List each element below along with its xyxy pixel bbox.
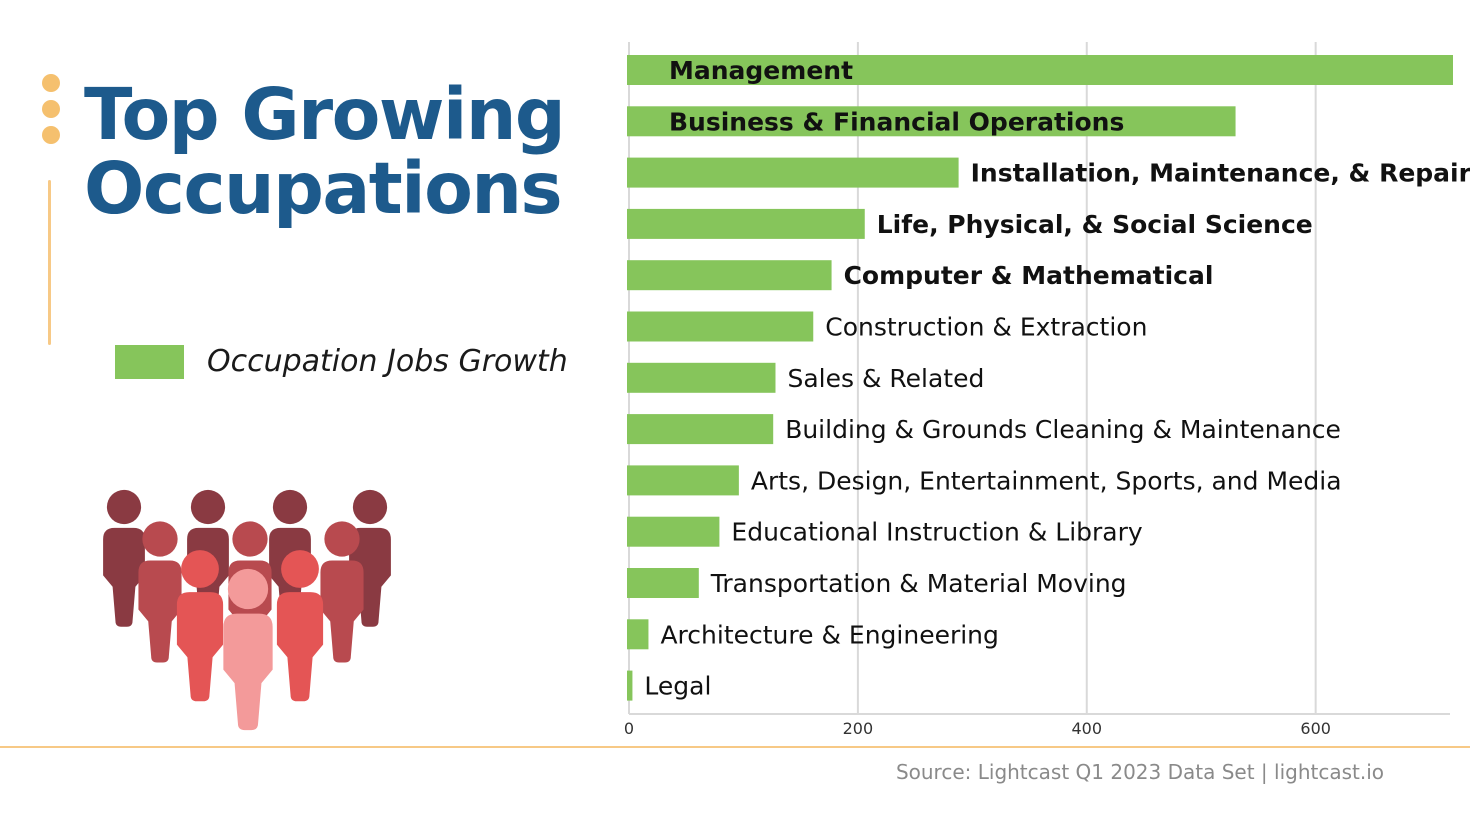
- bar-label: Sales & Related: [787, 364, 984, 393]
- bar: [627, 465, 739, 496]
- bar-label: Business & Financial Operations: [669, 107, 1124, 136]
- person-body: [223, 613, 273, 731]
- bar: [627, 670, 633, 701]
- person-body: [176, 592, 224, 702]
- x-tick-label: 400: [1072, 719, 1103, 738]
- bar: [627, 106, 1236, 137]
- person-icon: [320, 521, 364, 663]
- decorative-dot: [42, 74, 60, 92]
- bar: [627, 55, 1453, 85]
- bar-chart: 0 200 400 600 Management Business & Financial…: [624, 42, 1470, 738]
- bar: [627, 568, 699, 598]
- person-body: [103, 527, 145, 627]
- decorative-dot: [42, 126, 60, 144]
- person-head: [232, 521, 268, 557]
- x-tick-label: 200: [843, 719, 874, 738]
- x-tick-label: 0: [624, 719, 634, 738]
- person-head: [324, 521, 360, 557]
- bar-label: Installation, Maintenance, & Repair: [971, 159, 1470, 188]
- bar: [627, 516, 720, 547]
- bar: [627, 414, 774, 445]
- bar-label: Life, Physical, & Social Science: [877, 210, 1313, 239]
- bar-label: Legal: [644, 672, 711, 701]
- decorative-dot: [42, 100, 60, 118]
- decorative-vertical-line: [48, 180, 51, 345]
- bar-label: Transportation & Material Moving: [710, 569, 1127, 598]
- person-icon: [176, 550, 224, 702]
- bar-label: Management: [669, 56, 853, 85]
- person-head: [142, 521, 178, 557]
- footer-divider: [0, 746, 1470, 748]
- page-title: Top Growing Occupations: [84, 73, 566, 230]
- person-head: [352, 489, 388, 525]
- bar: [627, 260, 832, 291]
- person-head: [106, 489, 142, 525]
- bar-label: Architecture & Engineering: [660, 620, 998, 649]
- x-tick-label: 600: [1300, 719, 1331, 738]
- legend-swatch: [115, 345, 184, 379]
- person-icon: [103, 489, 145, 627]
- decorative-dots: [42, 74, 62, 146]
- bar: [627, 208, 865, 239]
- bar-label: Educational Instruction & Library: [731, 518, 1142, 547]
- bar-label: Arts, Design, Entertainment, Sports, and…: [751, 466, 1342, 495]
- person-head: [281, 550, 319, 588]
- person-head: [272, 489, 308, 525]
- bar: [627, 311, 814, 342]
- source-caption: Source: Lightcast Q1 2023 Data Set | lig…: [895, 760, 1384, 784]
- person-head: [190, 489, 226, 525]
- person-head: [227, 568, 269, 610]
- person-icon: [138, 521, 182, 663]
- legend-label: Occupation Jobs Growth: [207, 344, 568, 379]
- person-icon: [276, 550, 324, 702]
- bar: [627, 362, 776, 393]
- bar-label: Construction & Extraction: [825, 313, 1147, 342]
- people-group-icon: [103, 489, 391, 731]
- person-body: [349, 527, 391, 627]
- bar-label: Building & Grounds Cleaning & Maintenanc…: [785, 415, 1341, 444]
- title-line: Occupations: [84, 147, 563, 230]
- person-icon: [223, 568, 273, 731]
- bar: [627, 619, 649, 650]
- person-icon: [349, 489, 391, 627]
- person-body: [138, 560, 182, 663]
- person-body: [320, 560, 364, 663]
- title-line: Top Growing: [84, 73, 566, 156]
- person-head: [181, 550, 219, 588]
- bar-label: Computer & Mathematical: [844, 261, 1214, 290]
- person-body: [276, 592, 324, 702]
- bar: [627, 157, 959, 188]
